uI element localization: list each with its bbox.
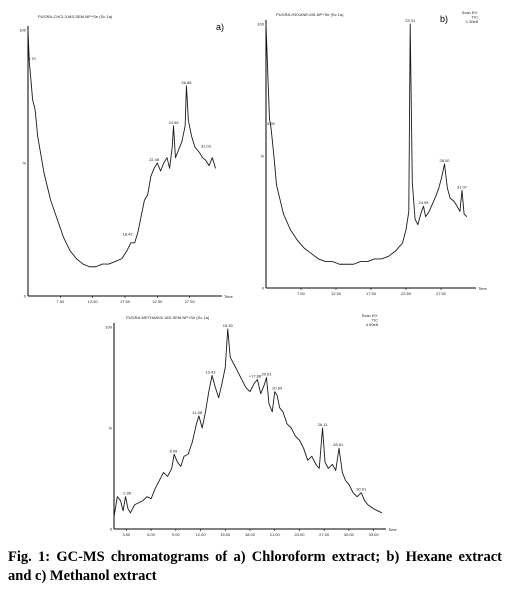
chart-a-y-tick-label: %	[22, 161, 26, 166]
chart-a-x-tick-label: 17.50	[120, 299, 131, 304]
chart-c-peak-label: 26.11	[318, 422, 328, 427]
chart-c-x-tick-label: 6.00	[147, 532, 156, 537]
chart-b-y-tick-label: 0	[262, 286, 265, 291]
chart-b-peak-label: 24.95	[418, 200, 429, 205]
chromatogram-c: PUGRA-METHANOL-MS-SEM-NP+Se (Sc 1a) Scan …	[96, 305, 398, 540]
chart-c-peak-label: 20.01	[261, 372, 272, 377]
chart-b-x-tick-label: 22.50	[401, 291, 412, 296]
chart-c-x-tick-label: 30.00	[344, 532, 355, 537]
chart-c-legend-line: Scan EI+	[362, 313, 379, 318]
chromatogram-a: PUGRA-CHCL3-MS-SEM-NP+Se (Sc 1a) a) 100% 0 7…	[0, 0, 262, 305]
chart-a-peak-label: 3.70	[28, 56, 37, 61]
chart-c-x-tick-label: 27.00	[319, 532, 330, 537]
chart-c-peak-label: 15.39	[223, 323, 234, 328]
chart-b-y-tick-label: %	[260, 154, 264, 159]
chart-a-x-axis-label: Time	[224, 294, 234, 299]
chart-c-y-tick-label: 100	[105, 325, 112, 330]
chart-b-panel-label: b)	[440, 14, 448, 24]
chart-b-legend-line: Scan EI+	[462, 10, 479, 15]
figure-caption: Fig. 1: GC-MS chromatograms of a) Chloro…	[8, 549, 502, 584]
chart-c-peak-label: 30.91	[356, 487, 367, 492]
chart-a-x-tick-label: 27.50	[185, 299, 196, 304]
chart-a-peak-label: 26.88	[181, 80, 192, 85]
chart-b-peak-label: 31.07	[457, 184, 468, 189]
chart-a-trace	[27, 29, 216, 268]
chart-a-peak-label: 31.03	[201, 144, 212, 149]
chart-c-peak-label: 2.95	[123, 491, 132, 496]
chart-a-x-tick-label: 7.50	[56, 299, 65, 304]
chart-b-x-tick-label: 7.50	[297, 291, 306, 296]
chart-c-x-tick-label: 33.00	[369, 532, 380, 537]
chart-b-peak-label: 23.31	[405, 18, 416, 23]
chart-c-trace	[113, 328, 383, 517]
chart-a-y-tick-label: 100	[19, 28, 26, 33]
chart-b-x-tick-label: 17.50	[366, 291, 377, 296]
chart-c-x-tick-label: 24.00	[294, 532, 305, 537]
chart-c-x-tick-label: 9.00	[172, 532, 181, 537]
chart-c-legend-line: TIC	[372, 318, 379, 323]
chart-b-trace	[265, 23, 468, 265]
chromatogram-b: PUGRA-HEXANE-MS-NP+Se (Sc 1a) b) Scan EI+ T…	[246, 0, 508, 305]
chart-c-y-tick-label: %	[108, 426, 112, 431]
chart-b-y-tick-label: 100	[257, 22, 264, 27]
chromatogram-b-plot: PUGRA-HEXANE-MS-NP+Se (Sc 1a) b)Scan EI+T…	[257, 10, 488, 296]
chart-c-x-tick-label: 15.00	[220, 532, 231, 537]
chart-b-peak-label: 3.55	[267, 121, 276, 126]
chart-b-x-tick-label: 27.50	[436, 291, 447, 296]
chart-b-peak-label: 28.00	[439, 158, 450, 163]
chart-b-x-axis-label: Time	[478, 286, 488, 291]
chart-b-x-tick-label: 12.50	[331, 291, 342, 296]
chromatogram-c-plot: PUGRA-METHANOL-MS-SEM-NP+Se (Sc 1a) Scan …	[105, 313, 398, 537]
chart-a-header: PUGRA-CHCL3-MS-SEM-NP+Se (Sc 1a)	[38, 14, 113, 19]
chart-c-x-axis-label: Time	[388, 527, 398, 532]
chart-c-peak-label: +17.88	[249, 374, 262, 379]
chart-a-peak-label: 22.48	[149, 157, 160, 162]
chart-c-peak-label: 8.99	[169, 448, 178, 453]
chart-c-x-tick-label: 3.00	[122, 532, 131, 537]
chart-c-y-tick-label: 0	[110, 527, 113, 532]
chart-a-y-tick-label: 0	[24, 294, 27, 299]
chart-b-header: PUGRA-HEXANE-MS-NP+Se (Sc 1a)	[276, 12, 344, 17]
chart-c-legend-line: 4.50e8	[366, 322, 379, 327]
chart-c-x-tick-label: 12.00	[196, 532, 207, 537]
chart-a-peak-label: 24.95	[168, 120, 179, 125]
chart-a-x-tick-label: 12.50	[88, 299, 99, 304]
chart-c-peak-label: 20.69	[272, 386, 283, 391]
chart-b-legend-line: TIC	[472, 15, 479, 20]
chart-a-x-tick-label: 22.50	[152, 299, 163, 304]
chart-a-panel-label: a)	[216, 22, 224, 32]
chart-c-peak-label: 28.81	[333, 442, 344, 447]
chart-b-legend-line: 1.30e8	[466, 19, 479, 24]
chart-c-peak-label: 11.58	[192, 410, 202, 415]
chart-c-header: PUGRA-METHANOL-MS-SEM-NP+Se (Sc 1a)	[126, 315, 210, 320]
chromatogram-a-plot: PUGRA-CHCL3-MS-SEM-NP+Se (Sc 1a) a) 100% 0 7…	[19, 14, 234, 304]
chart-c-x-tick-label: 18.00	[245, 532, 256, 537]
chart-c-peak-label: 13.43	[205, 369, 216, 374]
chart-c-x-tick-label: 21.00	[270, 532, 281, 537]
chart-a-peak-label: 18.42	[123, 231, 134, 236]
